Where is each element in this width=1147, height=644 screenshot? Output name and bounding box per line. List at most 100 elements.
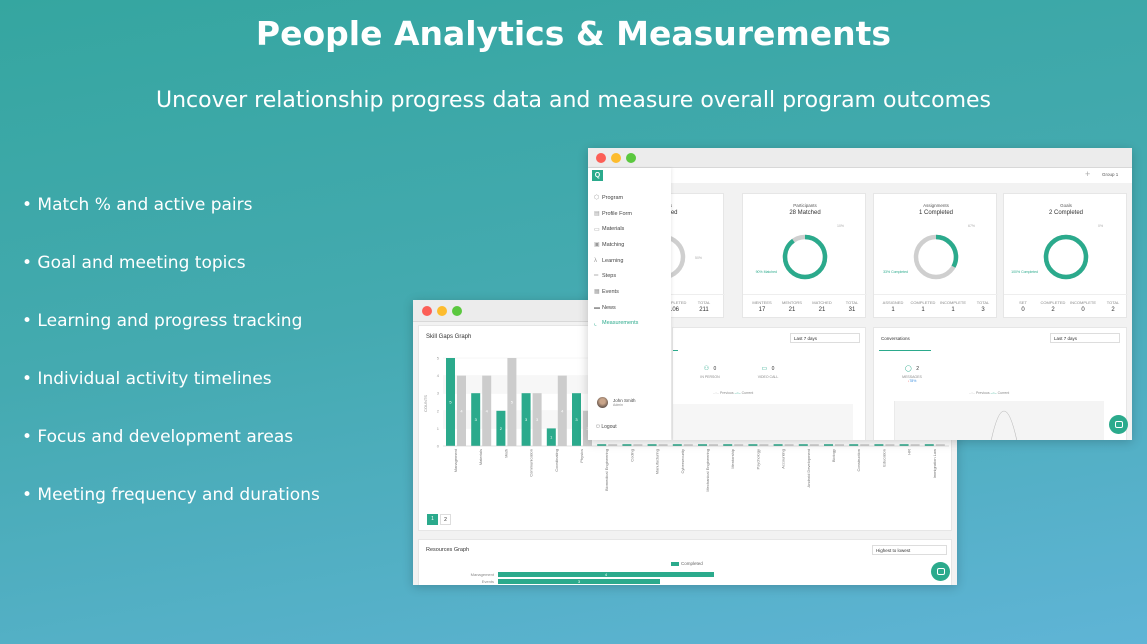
stat-value: 0: [1081, 307, 1085, 313]
bar-biology: [835, 444, 844, 446]
stat-label: TOTAL: [697, 300, 711, 305]
stat: INCOMPLETE 0: [1068, 300, 1098, 313]
x-tick-label: Coding: [629, 449, 634, 462]
avatar: [597, 397, 608, 408]
card-title: Goals: [1060, 203, 1072, 208]
sidebar-item-materials[interactable]: ▭ Materials: [588, 221, 671, 237]
bar-mechanical-engineering: [698, 444, 707, 446]
donut-chart: [782, 234, 828, 280]
logout-button[interactable]: ⏻ Logout: [596, 424, 617, 430]
minimize-button[interactable]: [611, 153, 621, 163]
bar-management: [457, 375, 466, 446]
bar-value-label: 3: [475, 417, 478, 422]
x-tick-label: Mechanical Engineering: [705, 449, 710, 492]
group-select[interactable]: Group 1: [1102, 172, 1119, 177]
donut-label-main: 90% Matched: [755, 270, 777, 274]
bar-coordinating: [546, 428, 556, 446]
dashboard-window: + Group 1 Q ⬡ Program ▤ Profile Form ▭ Mate…: [588, 148, 1132, 440]
stat: COMPLETED 106: [659, 300, 689, 313]
chart-legend: –○– Previous –○– Current: [713, 391, 754, 395]
stat: SET 0: [1008, 300, 1038, 313]
sidebar-item-news[interactable]: ▬ News: [588, 300, 671, 316]
stat: MATCHED 21: [807, 300, 837, 313]
stat-value: 3: [981, 307, 985, 313]
stat-label: MENTEES: [752, 300, 772, 305]
sidebar-item-program[interactable]: ⬡ Program: [588, 190, 671, 206]
resource-label: Events: [481, 579, 494, 584]
stat-label: ASSIGNED: [882, 300, 904, 305]
stat-label: COMPLETED: [1040, 300, 1066, 305]
y-tick-label: 5: [437, 356, 440, 361]
bar-construction: [860, 444, 870, 446]
add-icon[interactable]: +: [1085, 169, 1091, 179]
bar-value-label: 3: [575, 417, 578, 422]
stat-label: COMPLETED: [910, 300, 936, 305]
chat-button[interactable]: [931, 562, 950, 581]
stat-value: 211: [699, 307, 709, 313]
legend-previous: Previous: [720, 391, 734, 395]
stat-value: 2: [1051, 307, 1055, 313]
video-call-count: 0: [771, 366, 775, 372]
chat-button[interactable]: [1109, 415, 1128, 434]
user-profile[interactable]: John Smith Admin: [597, 397, 636, 408]
skill-gaps-title: Skill Gaps Graph: [426, 334, 472, 340]
bar-math: [496, 410, 506, 446]
stat-value: 106: [668, 307, 679, 313]
bar-value-label: 3: [536, 417, 539, 422]
bar-immigration-law: [924, 444, 934, 446]
x-tick-label: Manufacturing: [655, 449, 660, 474]
bar-value-label: 5: [449, 400, 452, 405]
card-headline: 2 Completed: [1048, 210, 1084, 216]
minimize-button[interactable]: [437, 306, 447, 316]
resources-title: Resources Graph: [426, 547, 470, 553]
sidebar-item-learning[interactable]: λ Learning: [588, 253, 671, 269]
bar-physics: [583, 410, 592, 446]
legend-current: Current: [741, 391, 754, 395]
stat-value: 17: [758, 307, 766, 313]
sidebar-item-steps[interactable]: ═ Steps: [588, 268, 671, 284]
video-call-label: VIDEO CALL: [757, 375, 779, 379]
donut-completed: [913, 234, 959, 280]
page-2-button[interactable]: 2: [440, 514, 451, 525]
x-tick-label: Physics: [579, 449, 584, 463]
sort-select[interactable]: Highest to lowest: [872, 545, 947, 555]
sidebar-item-measurements[interactable]: ⌞ Measurements: [588, 316, 671, 332]
card-headline: 1 Completed: [918, 210, 954, 216]
bar-cybersecurity: [672, 444, 682, 446]
range-select[interactable]: Last 7 days: [1050, 333, 1120, 343]
donut-label-other: 0%: [1098, 224, 1104, 228]
legend-label: Completed: [681, 561, 703, 566]
chat-icon: [936, 568, 945, 575]
donut-label-other: 10%: [837, 224, 845, 228]
tab-underline: [879, 350, 931, 351]
page-1-button[interactable]: 1: [427, 514, 438, 525]
donut-completed: [1043, 234, 1089, 280]
bar-physics: [572, 393, 581, 446]
conversations-title: Conversations: [881, 336, 910, 341]
bar-value-label: 3: [525, 417, 528, 422]
range-select[interactable]: Last 7 days: [790, 333, 860, 343]
bar-hr: [899, 444, 909, 446]
bar-android-development: [798, 444, 808, 446]
maximize-button[interactable]: [626, 153, 636, 163]
bar-communication: [532, 393, 542, 446]
close-button[interactable]: [422, 306, 432, 316]
y-tick-label: 0: [437, 444, 440, 449]
sidebar-item-events[interactable]: ▦ Events: [588, 284, 671, 300]
sidebar-item-matching[interactable]: ▣ Matching: [588, 237, 671, 253]
messages-count: 2: [916, 366, 919, 372]
bar-biomedical-engineering: [597, 444, 607, 446]
steps-icon: ═: [594, 273, 599, 280]
stat-label: MATCHED: [812, 300, 832, 305]
in-person-count: 0: [713, 366, 717, 372]
feature-list: • Match % and active pairs • Goal and me…: [22, 195, 320, 543]
bar-manufacturing: [647, 444, 657, 446]
sidebar-item-profile-form[interactable]: ▤ Profile Form: [588, 206, 671, 222]
maximize-button[interactable]: [452, 306, 462, 316]
messages-label: MESSAGES: [902, 375, 922, 379]
stat-value: 1: [921, 307, 925, 313]
close-button[interactable]: [596, 153, 606, 163]
donut-chart: [1043, 234, 1089, 280]
bar-biology: [824, 444, 833, 446]
bar-accounting: [773, 444, 783, 446]
